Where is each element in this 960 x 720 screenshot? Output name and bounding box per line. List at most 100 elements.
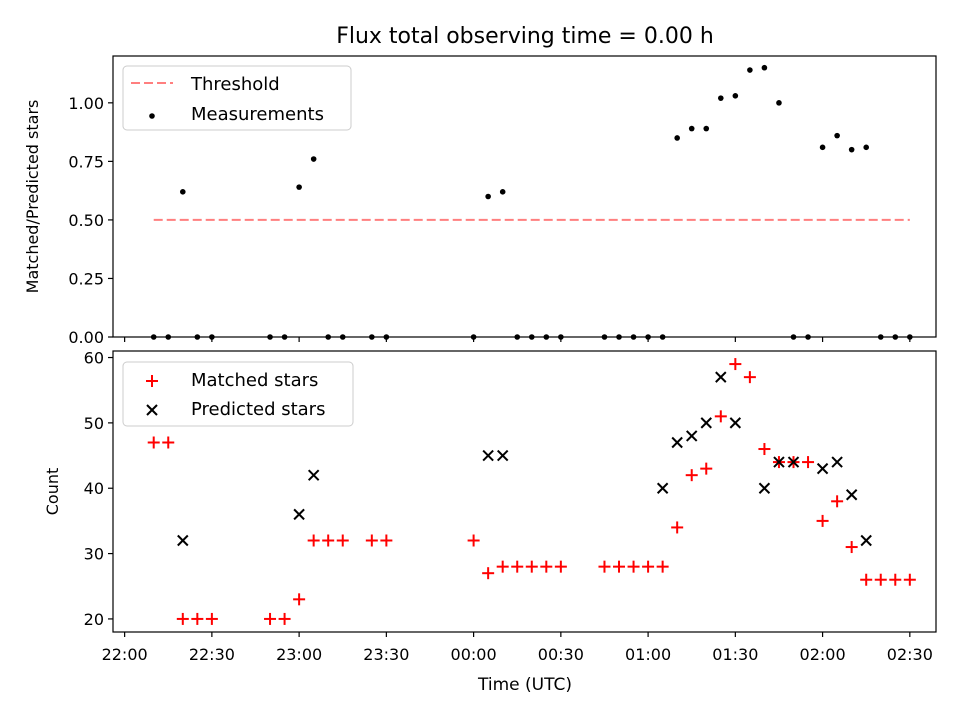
x-tick-label: 23:30 [363,645,409,664]
predicted-star-point [773,456,785,468]
measurement-point [674,135,680,141]
measurement-point [485,193,491,200]
measurement-point [499,189,506,195]
matched-star-point [525,560,538,573]
top-legend-box [122,65,352,131]
predicted-star-point [729,417,742,429]
predicted-star-point [177,534,189,547]
matched-star-point [307,534,320,547]
bottom-y-tick-label: 40 [84,479,104,498]
matched-star-point [176,612,189,625]
predicted-star-point [482,449,494,462]
predicted-star-point [686,430,698,442]
x-tick-label: 22:00 [102,645,148,664]
predicted-star-point [715,371,727,383]
matched-star-point [874,573,887,586]
legend-label-measurements: Measurements [191,104,324,125]
measurement-point [819,144,826,151]
matched-star-point [903,573,916,586]
matched-stars-legend-swatch [146,375,158,387]
measurement-point [776,100,782,106]
measurement-point [848,146,855,153]
x-tick-label: 02:00 [800,645,846,664]
matched-star-point [802,456,815,469]
predicted-star-point [307,469,320,481]
x-axis-label: Time (UTC) [477,675,572,695]
x-tick-label: 00:00 [451,645,497,664]
measurement-point [863,144,870,151]
matched-star-point [482,567,495,580]
predicted-star-point [816,462,829,475]
predicted-star-point [860,534,872,547]
x-tick-label: 02:30 [887,645,933,664]
measurement-point [761,64,768,71]
top-y-tick-label: 0.50 [68,211,104,230]
measurement-point [310,156,317,162]
legend-label-matched-stars: Matched stars [191,370,318,391]
top-y-tick-label: 0.25 [68,269,104,288]
matched-star-point [860,573,873,586]
predicted-star-point [758,482,771,494]
matched-star-point [613,560,626,573]
predicted-star-point [845,489,858,501]
matched-star-point [671,521,684,534]
matched-star-point [365,534,378,547]
bottom-legend: Matched stars Predicted stars [122,361,354,427]
measurement-point [179,189,186,195]
x-tick-label: 22:30 [189,645,235,664]
matched-star-point [743,371,756,384]
top-y-tick-label: 0.00 [68,328,104,347]
legend-label-predicted-stars: Predicted stars [191,399,325,420]
matched-star-point [511,560,524,573]
top-y-tick-label: 1.00 [68,94,104,113]
predicted-star-point [787,456,800,468]
x-tick-label: 23:00 [276,645,322,664]
predicted-stars-legend-swatch [146,404,158,416]
bottom-y-tick-label: 20 [84,610,104,629]
measurement-point [834,132,840,139]
bottom-y-tick-label: 30 [84,545,104,564]
matched-star-point [322,534,335,547]
matched-star-point [205,612,218,625]
measurement-point [747,67,753,73]
bottom-y-axis-label: Count [43,468,62,516]
matched-star-point [191,612,204,625]
predicted-star-point [656,482,669,494]
matched-star-point [831,495,844,508]
matched-star-point [627,560,640,573]
matched-star-point [700,462,713,475]
matched-star-point [467,534,480,547]
bottom-plot-frame [112,350,937,633]
matched-star-point [845,541,858,554]
matched-star-point [598,560,611,573]
matched-star-point [278,612,291,625]
matched-star-point [729,358,742,371]
predicted-stars-series [177,371,872,547]
bottom-legend-box [122,361,354,427]
measurement-point [732,93,739,99]
measurements-legend-swatch [149,113,155,119]
predicted-star-point [496,449,509,462]
top-y-tick-label: 0.75 [68,152,104,171]
bottom-y-tick-label: 60 [84,349,104,368]
matched-star-point [380,534,393,547]
predicted-star-point [293,508,305,521]
matched-star-point [656,560,669,573]
top-y-axis-label: Matched/Predicted stars [23,100,42,294]
matched-star-point [816,514,829,527]
matched-star-point [889,573,902,586]
matched-star-point [540,560,553,573]
top-plot-frame [112,55,937,338]
predicted-star-point [831,456,843,468]
matched-star-point [264,612,277,625]
matched-star-point [162,436,175,449]
matched-star-point [147,436,160,449]
measurement-point [717,95,724,101]
bottom-y-tick-label: 50 [84,414,104,433]
matched-star-point [714,410,727,423]
matched-stars-series [147,358,916,625]
matched-star-point [293,593,306,606]
matched-star-point [554,560,567,573]
bottom-axis-ticks: 20 30 40 50 60 22:00 22:30 23:00 23:30 00:00 00:30… [84,349,933,664]
